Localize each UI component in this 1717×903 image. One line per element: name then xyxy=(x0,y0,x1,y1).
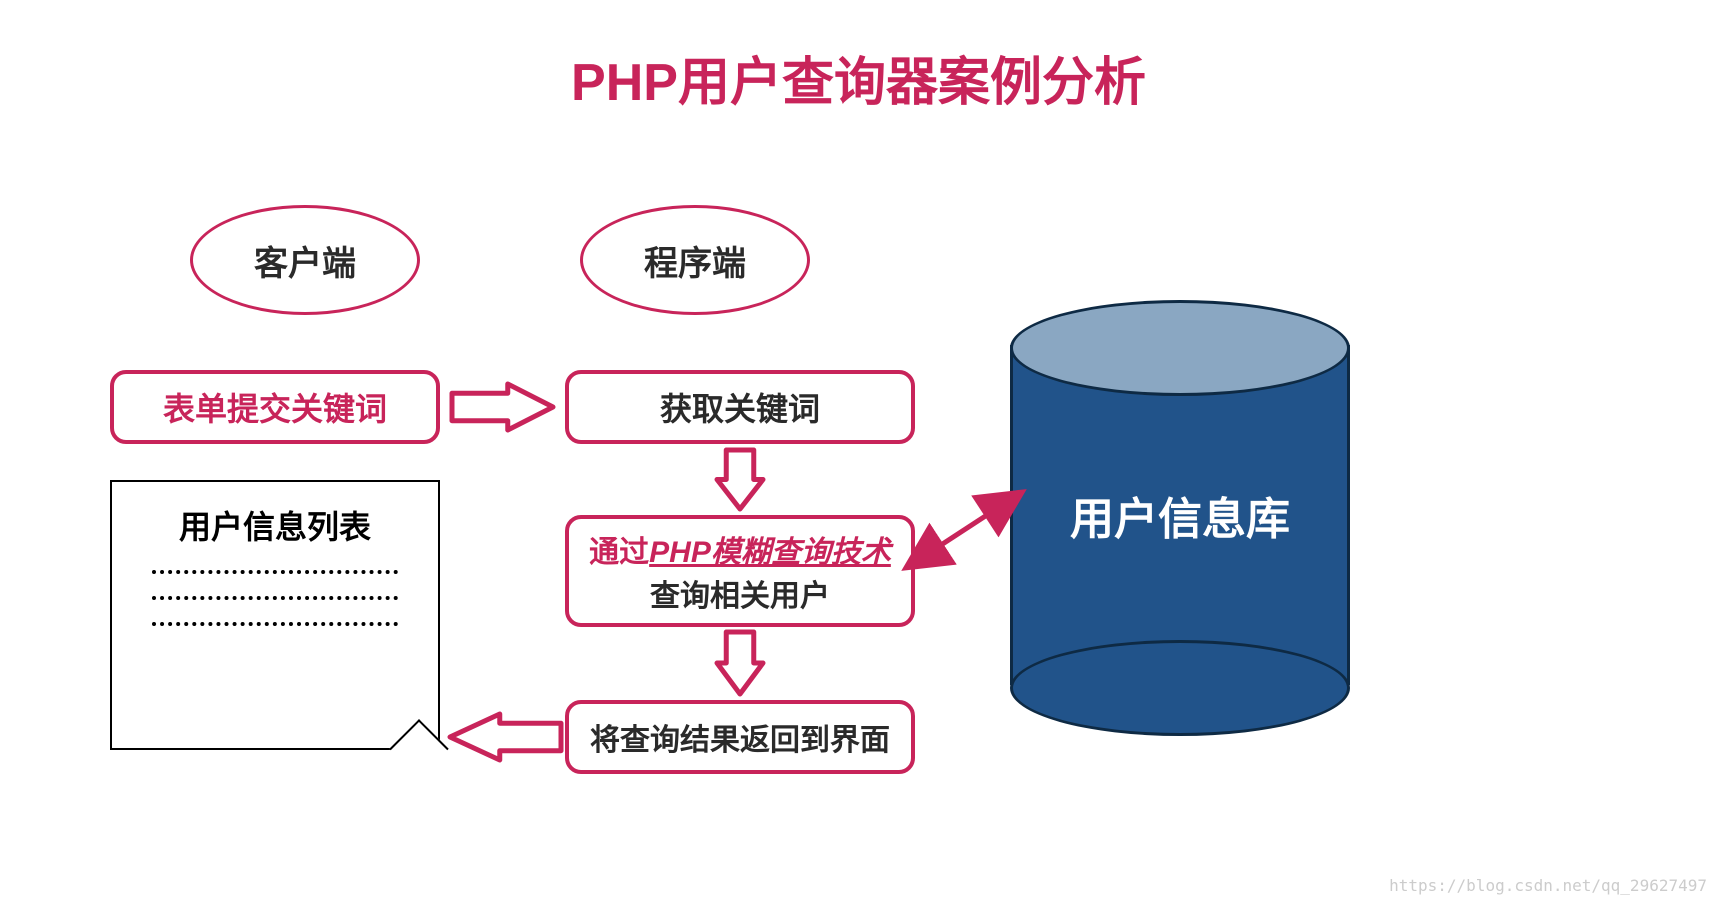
box-getkey-label: 获取关键词 xyxy=(660,384,820,430)
cylinder-label: 用户信息库 xyxy=(1070,483,1290,547)
ellipse-program-label: 程序端 xyxy=(644,236,746,285)
box-query-line1-pre: 通过 xyxy=(589,536,649,569)
box-submit-keyword: 表单提交关键词 xyxy=(110,370,440,444)
ellipse-client-label: 客户端 xyxy=(254,236,356,285)
database-cylinder: 用户信息库 xyxy=(1010,300,1350,730)
cylinder-bottom xyxy=(1010,640,1350,736)
arrow-return-to-listbox xyxy=(448,712,563,762)
listbox-dotline xyxy=(152,622,398,626)
ellipse-program: 程序端 xyxy=(580,205,810,315)
watermark: https://blog.csdn.net/qq_29627497 xyxy=(1389,876,1707,895)
arrow-getkey-to-query xyxy=(715,448,765,511)
arrow-query-to-return xyxy=(715,630,765,696)
arrow-db-to-query xyxy=(898,480,1030,580)
listbox-title: 用户信息列表 xyxy=(142,502,408,548)
box-return-label: 将查询结果返回到界面 xyxy=(590,715,890,759)
box-return-result: 将查询结果返回到界面 xyxy=(565,700,915,774)
listbox-rows xyxy=(142,570,408,626)
arrow-submit-to-getkey xyxy=(450,382,555,432)
listbox-dotline xyxy=(152,570,398,574)
cylinder-top xyxy=(1010,300,1350,396)
box-get-keyword: 获取关键词 xyxy=(565,370,915,444)
listbox-user-info: 用户信息列表 xyxy=(110,480,440,750)
ellipse-client: 客户端 xyxy=(190,205,420,315)
box-query-line2: 查询相关用户 xyxy=(650,571,830,615)
page-curl-icon xyxy=(389,719,448,778)
box-query-line1-em: PHP模糊查询技术 xyxy=(649,536,891,569)
listbox-dotline xyxy=(152,596,398,600)
box-submit-label: 表单提交关键词 xyxy=(163,384,387,430)
box-fuzzy-query: 通过PHP模糊查询技术 查询相关用户 xyxy=(565,515,915,627)
box-query-line1: 通过PHP模糊查询技术 xyxy=(589,527,891,571)
page-title: PHP用户查询器案例分析 xyxy=(0,40,1717,115)
